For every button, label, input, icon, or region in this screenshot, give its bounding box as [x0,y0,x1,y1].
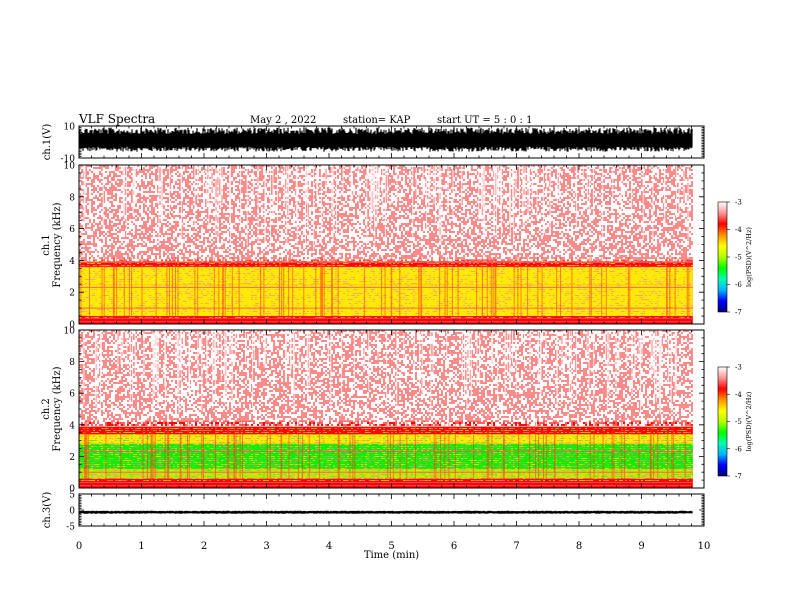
ch2-colorbar-tick-label: -4 [735,391,742,399]
ch3_waveform-signal [79,510,693,514]
ch1-spectrogram-xticks [78,165,705,324]
x-tick-label: 10 [698,541,711,552]
x-tick-label: 1 [138,541,144,552]
ch1-spectrogram-ytick-label: 6 [69,225,75,235]
station-label: station= KAP [343,115,411,126]
ch2-spectrogram-ytick-label: 0 [69,485,75,495]
ch1-spectrogram-ytick-label: 2 [69,289,75,299]
ch2-spectrogram-ytick-label: 8 [69,358,75,368]
ch1-colorbar-tick-label: -4 [735,226,742,234]
ch1-colorbar-tick-label: -6 [735,281,742,289]
x-tick-label: 9 [638,541,644,552]
x-tick-label: 5 [388,541,394,552]
ch3_waveform-trace [79,510,693,514]
ch1-spectrogram-ytick-label: 0 [69,321,75,331]
x-tick-label: 0 [76,541,82,552]
ch1-waveform-ylabel: ch.1(V) [42,124,53,161]
x-tick-label: 3 [263,541,269,552]
ch2-spectrogram-xticks [78,330,705,488]
ch2-spectrogram-ytick-label: 4 [69,421,75,431]
ch2_spectrogram-band-0 [79,478,693,488]
ch1-spectrogram-ytick-label: 4 [69,257,75,267]
ch2-spectrogram-ytick-label: 6 [69,390,75,400]
ch1_spectrogram-streaks [78,165,689,251]
ch2_spectrogram-band-3 [79,434,693,444]
ch1-waveform-ytick-label: 10 [64,123,76,133]
ch1-waveform-ytick-label: -10 [61,155,76,165]
ch1-spectrogram-yticks [79,164,704,325]
ch2-colorbar-bar [717,366,728,477]
x-tick-label: 2 [201,541,207,552]
ch2-spectrogram-ytick-label: 2 [69,453,75,463]
ch2-colorbar: log(PSD)(V^2/Hz) [717,366,753,477]
x-tick-label: 6 [451,541,457,552]
ch1_waveform-trace [79,127,693,152]
ch1-colorbar-tick-label: -5 [735,254,742,262]
ch1_spectrogram-red-streaks [80,257,690,317]
ch1-colorbar-tick-label: -3 [735,199,742,207]
ch1_spectrogram-band-1 [79,308,693,317]
ch1-spectrogram-ytick-label: 10 [64,162,76,172]
ch2-spectrogram-yticks [79,329,704,489]
ch3-waveform-ytick-label: 5 [69,491,75,501]
ch2-colorbar-tick-label: -3 [735,364,742,372]
x-tick-label: 4 [326,541,332,552]
ch1-waveform-xticks [78,126,705,158]
ch2_spectrogram-red-streaks [84,421,686,481]
figure-title: VLF Spectra [79,112,156,126]
ch1-spectrogram-ylabel-channel: ch.1 [41,234,52,256]
ch2_spectrogram-band-1 [79,469,693,479]
ch1-colorbar-bar [717,201,728,313]
ch2-colorbar-tick-label: -7 [735,473,742,481]
ch3-waveform-yticks [79,493,704,527]
ch2-colorbar-tick-label: -5 [735,418,742,426]
ch1-colorbar: log(PSD)(V^2/Hz) [717,201,753,313]
ch2_spectrogram-streaks [83,330,677,415]
ch1_spectrogram-band-0 [79,316,693,324]
ch2-colorbar-tick-label: -6 [735,445,742,453]
x-tick-label: 8 [576,541,582,552]
ch2-spectrogram-ytick-label: 10 [64,327,76,337]
ch3-waveform-ylabel: ch.3(V) [42,492,53,529]
ch2_spectrogram [79,330,693,488]
ch1-spectrogram-ylabel: Frequency (kHz) [52,202,63,287]
ch1-waveform-yticks [79,125,704,159]
start-ut-label: start UT = 5 : 0 : 1 [437,115,533,126]
ch2-colorbar-label: log(PSD)(V^2/Hz) [745,391,753,451]
ch1-colorbar-label: log(PSD)(V^2/Hz) [745,227,753,287]
ch3-waveform-ytick-label: 0 [69,507,75,517]
ch2-spectrogram-ylabel: Frequency (kHz) [52,366,63,451]
date-label: May 2 , 2022 [250,115,317,126]
ch1_spectrogram [78,165,693,324]
ch2_spectrogram-speckle-green [79,426,693,481]
ch1-spectrogram-ytick-label: 8 [69,193,75,203]
x-tick-label: 7 [513,541,519,552]
ch3-waveform-ytick-label: -5 [66,523,75,533]
ch1-colorbar-tick-label: -7 [735,309,742,317]
ch1_waveform-signal [79,127,693,152]
x-axis-title: Time (min) [364,550,419,561]
ch3-waveform-xticks [78,494,705,526]
ch2-spectrogram-ylabel-channel: ch.2 [41,398,52,420]
